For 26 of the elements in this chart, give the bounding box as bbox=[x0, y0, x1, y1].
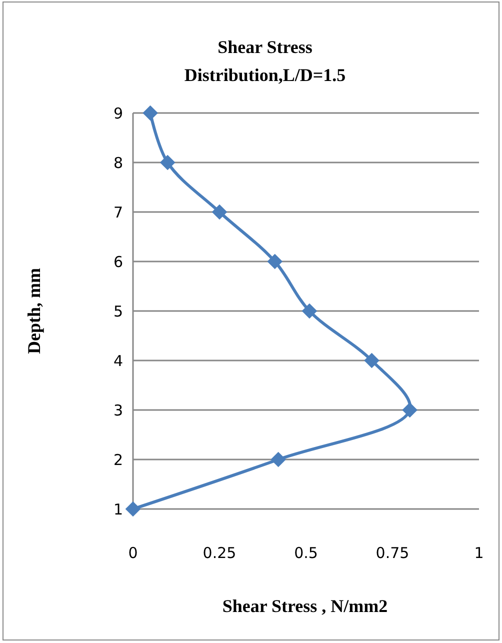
point bbox=[270, 452, 286, 468]
y-tick-label: 3 bbox=[113, 401, 123, 420]
x-tick-label: 0.25 bbox=[202, 544, 236, 562]
point bbox=[402, 402, 418, 418]
y-tick-label: 2 bbox=[113, 450, 123, 469]
x-axis-title: Shear Stress , N/mm2 bbox=[222, 596, 388, 616]
y-axis-title: Depth, mm bbox=[24, 268, 44, 354]
y-tick-label: 5 bbox=[113, 302, 123, 320]
point bbox=[125, 501, 141, 517]
y-tick-label: 8 bbox=[113, 154, 123, 172]
point bbox=[267, 254, 283, 270]
y-tick-label: 9 bbox=[113, 104, 123, 122]
chart-title: Shear Stress Distribution,L/D=1.5 bbox=[184, 37, 346, 85]
y-tick-label: 7 bbox=[113, 203, 123, 222]
point bbox=[364, 352, 380, 368]
x-tick-label: 0 bbox=[128, 544, 138, 562]
y-tick-label: 6 bbox=[113, 252, 123, 271]
point bbox=[142, 105, 158, 121]
x-tick-label: 0.5 bbox=[294, 544, 318, 562]
point bbox=[160, 154, 176, 170]
point bbox=[302, 303, 318, 319]
x-tick-label: 0.75 bbox=[376, 544, 410, 562]
y-tick-label: 1 bbox=[113, 500, 123, 518]
point bbox=[212, 204, 228, 220]
y-tick-label: 4 bbox=[113, 352, 123, 370]
x-tick-label: 1 bbox=[474, 544, 484, 562]
